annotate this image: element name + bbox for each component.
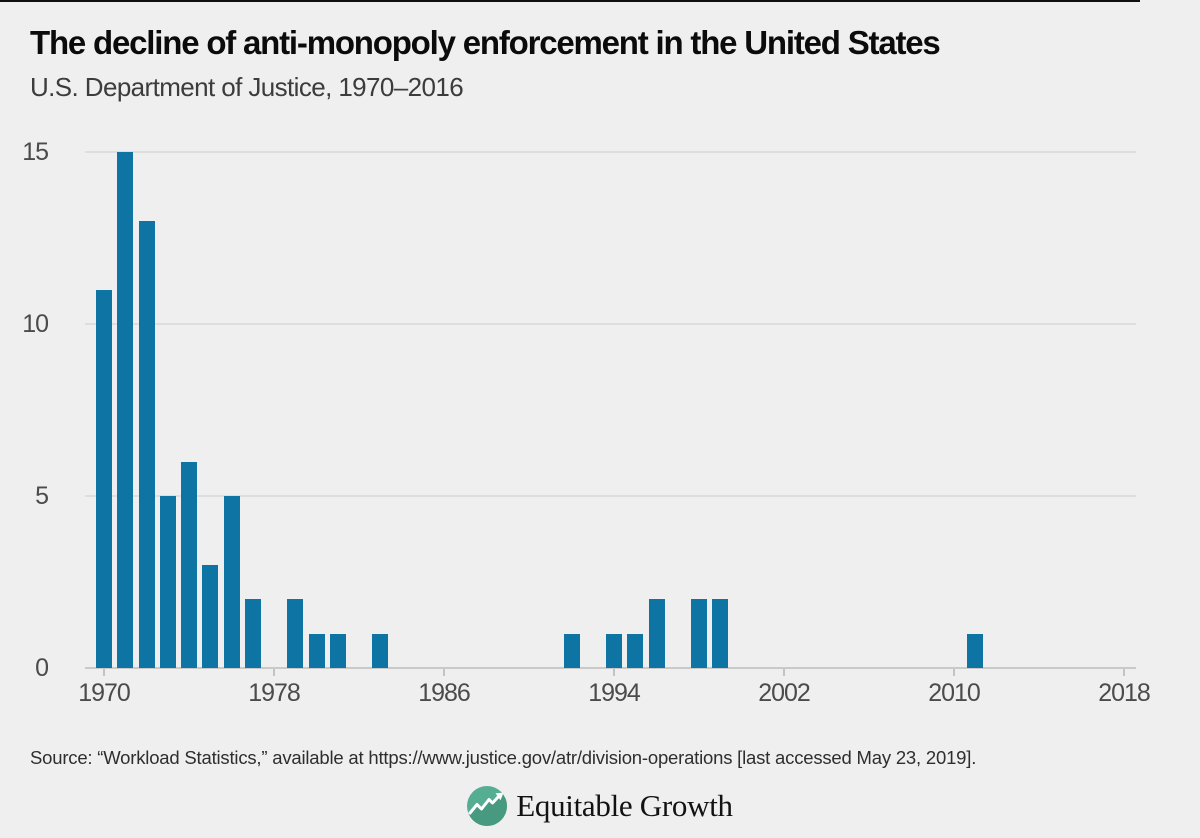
x-axis-label-1986: 1986	[418, 679, 471, 707]
x-tick-1970	[103, 669, 105, 676]
x-axis-label-2010: 2010	[928, 679, 981, 707]
bar-1980	[308, 633, 325, 668]
bar-1975	[202, 564, 219, 668]
x-axis-label-1994: 1994	[588, 679, 641, 707]
x-tick-1978	[273, 669, 275, 676]
bar-2011	[967, 633, 984, 668]
y-axis-label-0: 0	[35, 654, 49, 682]
gridline-y-0	[85, 667, 1136, 669]
chart-subtitle: U.S. Department of Justice, 1970–2016	[30, 72, 464, 102]
gridline-y-15	[85, 151, 1136, 153]
growth-line-chart-icon	[467, 786, 508, 826]
x-axis-label-1970: 1970	[78, 679, 131, 707]
bar-1994	[606, 633, 622, 668]
x-tick-1986	[443, 669, 445, 676]
x-axis-label-2018: 2018	[1098, 679, 1151, 707]
bar-1981	[329, 633, 346, 668]
x-tick-1994	[613, 669, 615, 676]
bar-1979	[287, 599, 304, 668]
bar-1995	[627, 633, 644, 668]
bar-1998	[691, 599, 707, 668]
bar-1992	[563, 633, 580, 668]
bar-1970	[96, 289, 112, 668]
x-tick-2002	[783, 669, 785, 676]
x-tick-2010	[953, 669, 955, 676]
x-axis-label-1978: 1978	[248, 679, 301, 707]
bar-1983	[372, 633, 389, 668]
logo-text: Equitable Growth	[516, 788, 733, 823]
bar-1977	[244, 599, 261, 668]
bar-1976	[223, 496, 240, 668]
top-rule	[0, 0, 1140, 2]
bar-1999	[712, 599, 729, 668]
gridline-y-5	[85, 495, 1136, 497]
chart-title: The decline of anti-monopoly enforcement…	[30, 24, 941, 61]
bar-chart: 0 5 10 15 1970 1978 1986 1994 2002 2010 2018	[0, 130, 1200, 730]
x-axis-label-2002: 2002	[758, 679, 811, 707]
bar-1972	[138, 220, 155, 668]
gridline-y-10	[85, 323, 1136, 325]
y-axis-label-10: 10	[22, 310, 49, 338]
y-axis-label-5: 5	[35, 482, 49, 510]
bar-1973	[159, 496, 176, 668]
bar-1974	[181, 461, 197, 668]
y-axis-label-15: 15	[22, 138, 49, 166]
equitable-growth-logo: Equitable Growth	[0, 786, 1200, 826]
source-note: Source: “Workload Statistics,” available…	[30, 747, 977, 768]
bar-1971	[117, 152, 134, 668]
bar-1996	[648, 599, 665, 668]
x-tick-2018	[1123, 669, 1125, 676]
